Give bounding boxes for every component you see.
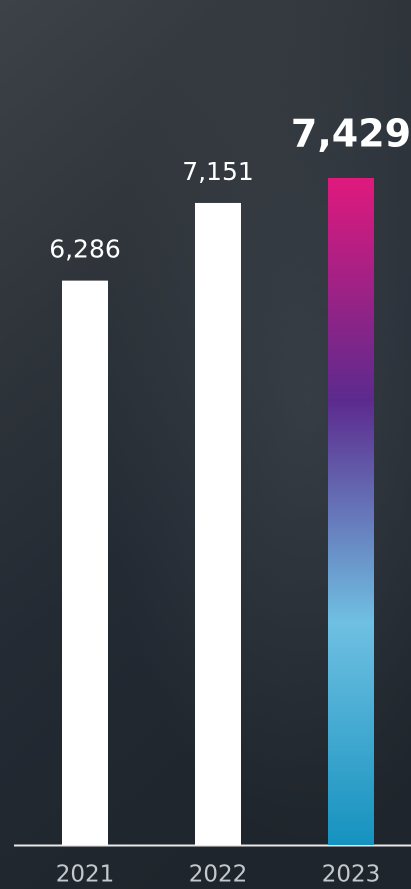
chart: 6,286 2021 7,151 2022 7,429 2023 (0, 0, 411, 889)
x-tick-label: 2023 (322, 862, 381, 888)
bar (62, 281, 108, 845)
page: 6,28620217,15120227,4292023 (() => { con… (0, 0, 411, 889)
value-label: 7,429 (291, 112, 411, 156)
bar (195, 203, 241, 845)
x-tick-label: 2021 (56, 862, 115, 888)
value-label: 7,151 (182, 157, 254, 186)
value-label: 6,286 (49, 235, 121, 264)
bar (328, 178, 374, 845)
x-tick-label: 2022 (189, 862, 248, 888)
